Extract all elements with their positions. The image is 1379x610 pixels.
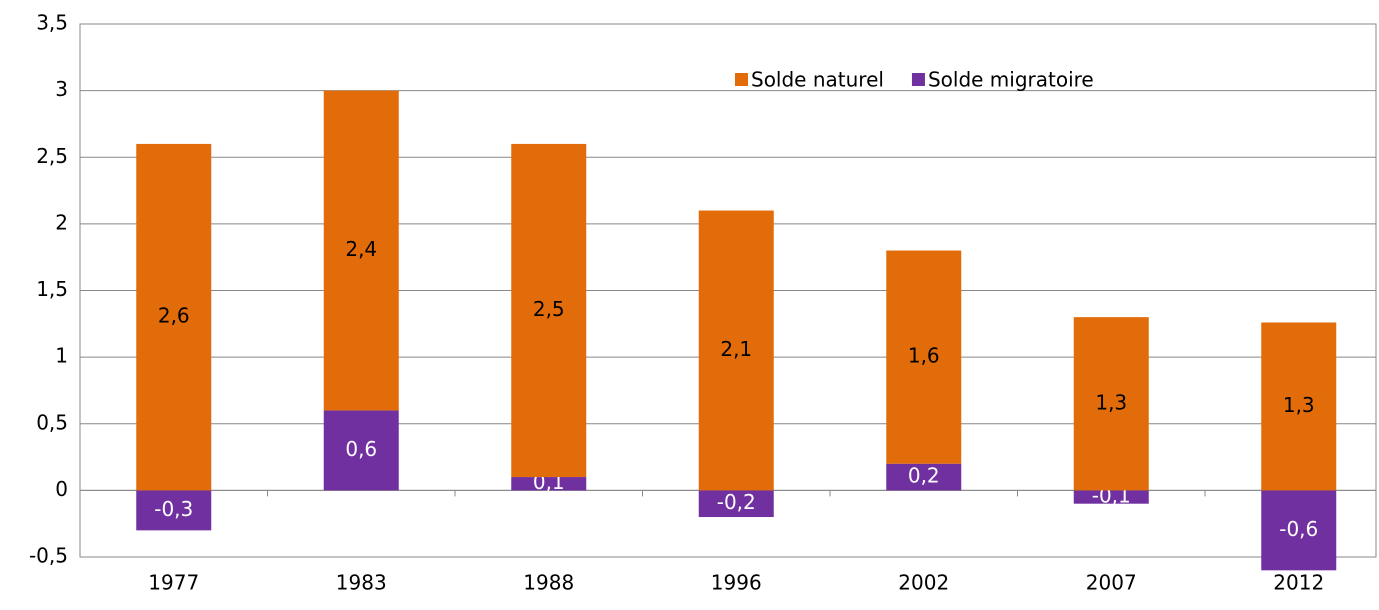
data-label: 1,3: [1283, 393, 1315, 417]
x-tick-label: 2002: [898, 571, 949, 595]
x-tick-label: 2007: [1086, 571, 1137, 595]
y-tick-label: -0,5: [29, 544, 68, 568]
y-tick-label: 1,5: [36, 277, 68, 301]
x-tick-label: 1977: [148, 571, 199, 595]
y-tick-label: 3,5: [36, 11, 68, 35]
bar-segment: [323, 410, 399, 491]
y-tick-label: 1: [55, 344, 68, 368]
legend-label: Solde naturel: [751, 68, 884, 92]
bar-segment: [511, 477, 587, 491]
data-label: 2,5: [533, 297, 565, 321]
y-tick-label: 0: [55, 477, 68, 501]
bar-segment: [1261, 490, 1337, 571]
data-label: 2,1: [720, 337, 752, 361]
legend-swatch: [735, 73, 748, 86]
bar-segment: [1073, 317, 1149, 491]
data-label: 0,2: [908, 464, 940, 488]
y-tick-label: 0,5: [36, 410, 68, 434]
y-tick-label: 2: [55, 210, 68, 234]
data-label: 1,3: [1095, 390, 1127, 414]
bar-segment: [698, 210, 774, 491]
y-tick-label: 2,5: [36, 144, 68, 168]
data-label: 0,6: [345, 437, 377, 461]
bar-segment: [323, 90, 399, 411]
data-label: 1,6: [908, 344, 940, 368]
data-label: 2,6: [158, 304, 190, 328]
bar-segment: [1261, 322, 1337, 491]
legend-swatch: [911, 73, 925, 86]
y-tick-label: 3: [55, 77, 68, 101]
data-label: -0,2: [717, 490, 756, 514]
bar-segment: [886, 463, 962, 491]
bar-segment: [136, 490, 212, 531]
bar-segment: [698, 490, 774, 518]
bar-segment: [886, 250, 962, 464]
plot-frame: [79, 23, 1377, 558]
x-tick-label: 2012: [1273, 571, 1324, 595]
bar-segment: [136, 143, 212, 491]
data-label: -0,3: [154, 497, 193, 521]
bar-segment: [511, 143, 587, 478]
x-tick-label: 1983: [336, 571, 387, 595]
bar-segment: [1073, 490, 1149, 504]
data-label: 2,4: [345, 237, 377, 261]
data-label: -0,6: [1279, 517, 1318, 541]
x-tick-label: 1996: [711, 571, 762, 595]
x-tick-label: 1988: [523, 571, 574, 595]
legend-label: Solde migratoire: [928, 68, 1094, 92]
